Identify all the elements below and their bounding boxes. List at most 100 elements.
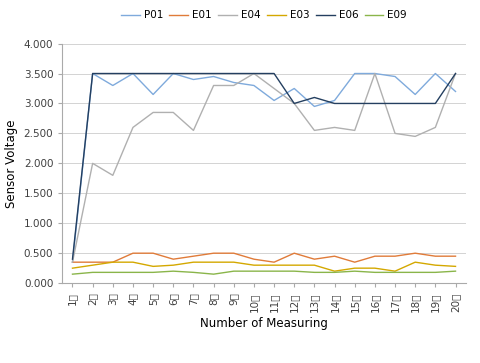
- E01: [453, 254, 458, 258]
- E09: [211, 272, 216, 276]
- E06: [251, 71, 257, 76]
- E06: [312, 95, 317, 100]
- X-axis label: Number of Measuring: Number of Measuring: [200, 317, 328, 330]
- E06: [70, 257, 75, 261]
- E04: [332, 125, 337, 130]
- P01: [211, 74, 216, 79]
- E06: [392, 101, 398, 106]
- E04: [150, 110, 156, 115]
- E06: [110, 71, 116, 76]
- E04: [191, 128, 196, 132]
- Line: E01: E01: [72, 253, 456, 262]
- E06: [231, 71, 237, 76]
- E04: [291, 101, 297, 106]
- E01: [291, 251, 297, 256]
- E04: [70, 260, 75, 264]
- E01: [332, 254, 337, 258]
- E04: [453, 71, 458, 76]
- Line: E04: E04: [72, 73, 456, 262]
- E09: [352, 269, 358, 273]
- P01: [271, 98, 277, 103]
- E09: [170, 269, 176, 273]
- E06: [453, 71, 458, 76]
- E09: [372, 270, 378, 274]
- P01: [432, 71, 438, 76]
- E06: [432, 101, 438, 106]
- E04: [251, 71, 257, 76]
- E09: [70, 272, 75, 276]
- P01: [332, 98, 337, 103]
- E03: [110, 260, 116, 264]
- E06: [130, 71, 136, 76]
- E06: [332, 101, 337, 106]
- E09: [453, 269, 458, 273]
- E01: [251, 257, 257, 261]
- E09: [231, 269, 237, 273]
- E03: [150, 264, 156, 269]
- E04: [211, 83, 216, 87]
- E03: [170, 263, 176, 267]
- E09: [191, 270, 196, 274]
- E03: [90, 263, 96, 267]
- E06: [150, 71, 156, 76]
- E09: [251, 269, 257, 273]
- E01: [392, 254, 398, 258]
- E01: [432, 254, 438, 258]
- E04: [170, 110, 176, 115]
- E01: [150, 251, 156, 256]
- P01: [251, 83, 257, 87]
- E06: [90, 71, 96, 76]
- E04: [432, 125, 438, 130]
- Line: E06: E06: [72, 73, 456, 259]
- E03: [271, 263, 277, 267]
- E09: [412, 270, 418, 274]
- E09: [110, 270, 116, 274]
- E09: [150, 270, 156, 274]
- E04: [352, 128, 358, 132]
- P01: [170, 71, 176, 76]
- E04: [130, 125, 136, 130]
- E04: [90, 161, 96, 166]
- E06: [191, 71, 196, 76]
- Y-axis label: Sensor Voltage: Sensor Voltage: [5, 119, 18, 208]
- E06: [211, 71, 216, 76]
- E09: [432, 270, 438, 274]
- E06: [352, 101, 358, 106]
- E09: [130, 270, 136, 274]
- P01: [372, 71, 378, 76]
- E09: [332, 270, 337, 274]
- E03: [332, 269, 337, 273]
- E06: [291, 101, 297, 106]
- P01: [70, 260, 75, 264]
- E01: [312, 257, 317, 261]
- E01: [90, 260, 96, 264]
- E03: [251, 263, 257, 267]
- Line: E09: E09: [72, 271, 456, 274]
- E06: [170, 71, 176, 76]
- E03: [432, 263, 438, 267]
- E01: [191, 254, 196, 258]
- E09: [90, 270, 96, 274]
- E03: [412, 260, 418, 264]
- P01: [392, 74, 398, 79]
- E01: [130, 251, 136, 256]
- E03: [70, 266, 75, 270]
- E09: [312, 270, 317, 274]
- E01: [352, 260, 358, 264]
- E01: [110, 260, 116, 264]
- P01: [412, 92, 418, 97]
- P01: [130, 71, 136, 76]
- E01: [372, 254, 378, 258]
- E03: [392, 269, 398, 273]
- E03: [372, 266, 378, 270]
- Legend: P01, E01, E04, E03, E06, E09: P01, E01, E04, E03, E06, E09: [121, 11, 407, 20]
- E09: [291, 269, 297, 273]
- P01: [110, 83, 116, 87]
- P01: [312, 104, 317, 109]
- E03: [231, 260, 237, 264]
- Line: E03: E03: [72, 262, 456, 271]
- E03: [453, 264, 458, 269]
- E09: [271, 269, 277, 273]
- E06: [412, 101, 418, 106]
- P01: [291, 86, 297, 91]
